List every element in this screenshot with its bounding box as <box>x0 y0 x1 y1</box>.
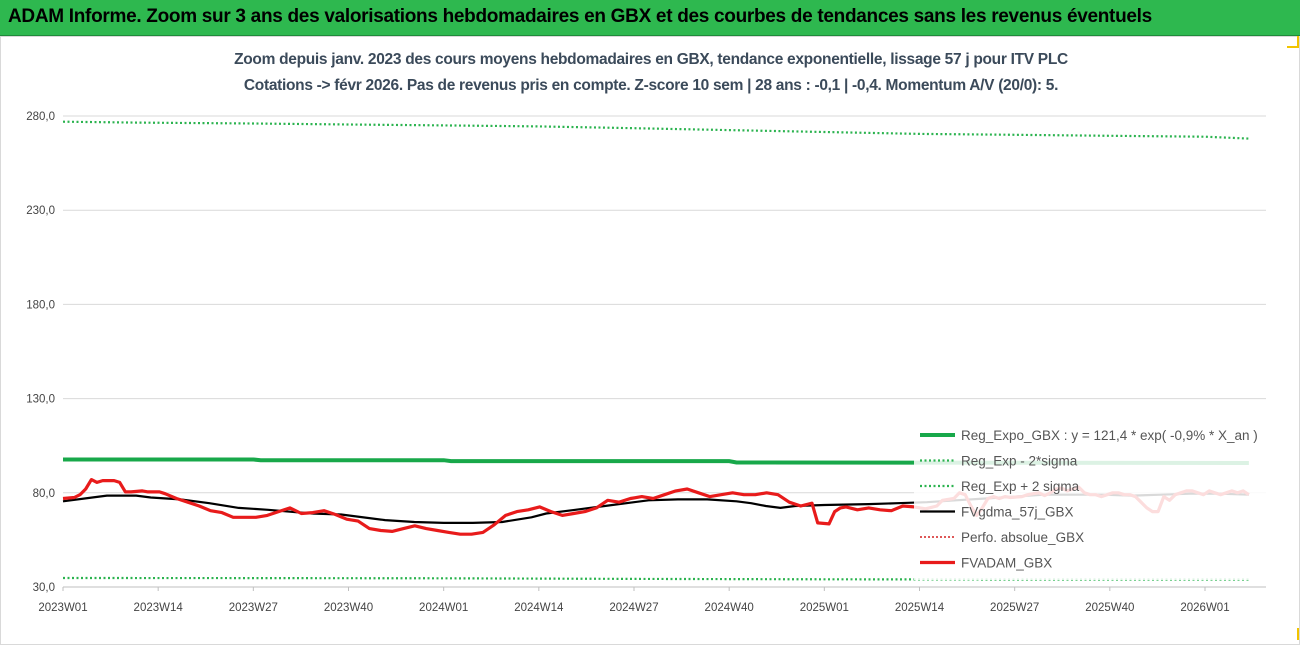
y-axis-ticks: 30,0 80,0 130,0 180,0 230,0 280,0 <box>26 111 55 594</box>
y-tick-label: 280,0 <box>26 111 55 123</box>
x-tick-label: 2025W27 <box>990 602 1039 614</box>
legend-label-fvadam: FVADAM_GBX <box>961 556 1052 571</box>
x-axis-ticks: 2023W01 2023W14 2023W27 2023W40 2024W01 2024W… <box>38 587 1230 614</box>
legend: Reg_Expo_GBX : y = 121,4 * exp( -0,9% * … <box>914 420 1270 580</box>
legend-label-fvgdma: FVgdma_57j_GBX <box>961 505 1074 520</box>
x-tick-label: 2023W14 <box>134 602 184 614</box>
frame-corner-marker <box>1287 36 1299 48</box>
legend-label-reg_plus: Reg_Exp + 2 sigma <box>961 479 1080 494</box>
x-tick-label: 2025W01 <box>800 602 849 614</box>
y-tick-label: 180,0 <box>26 299 55 311</box>
x-tick-label: 2024W14 <box>514 602 564 614</box>
frame-corner-marker <box>1287 628 1299 640</box>
report-title: ADAM Informe. Zoom sur 3 ans des valoris… <box>8 6 1152 27</box>
x-tick-label: 2025W14 <box>895 602 945 614</box>
y-tick-label: 80,0 <box>33 488 55 500</box>
legend-label-reg_expo: Reg_Expo_GBX : y = 121,4 * exp( -0,9% * … <box>961 428 1258 443</box>
legend-box <box>914 420 1270 580</box>
x-tick-label: 2023W27 <box>229 602 278 614</box>
chart-frame <box>0 36 1300 645</box>
x-tick-label: 2024W27 <box>609 602 658 614</box>
chart-subtitle: Cotations -> févr 2026. Pas de revenus p… <box>243 77 1059 94</box>
x-tick-label: 2024W01 <box>419 602 468 614</box>
series-reg_plus <box>62 120 1249 140</box>
y-tick-label: 30,0 <box>33 582 55 594</box>
series-reg_expo <box>63 457 1249 465</box>
x-tick-label: 2026W01 <box>1180 602 1229 614</box>
x-tick-label: 2024W40 <box>705 602 754 614</box>
chart-title: Zoom depuis janv. 2023 des cours moyens … <box>234 51 1068 68</box>
legend-label-perfo: Perfo. absolue_GBX <box>961 530 1084 545</box>
x-tick-label: 2023W01 <box>38 602 87 614</box>
series-reg_minus <box>62 576 1249 581</box>
legend-label-reg_minus: Reg_Exp - 2*sigma <box>961 454 1078 469</box>
x-tick-label: 2023W40 <box>324 602 373 614</box>
y-tick-label: 130,0 <box>26 394 55 406</box>
x-tick-label: 2025W40 <box>1085 602 1134 614</box>
report-header: ADAM Informe. Zoom sur 3 ans des valoris… <box>0 0 1300 36</box>
y-tick-label: 230,0 <box>26 205 55 217</box>
